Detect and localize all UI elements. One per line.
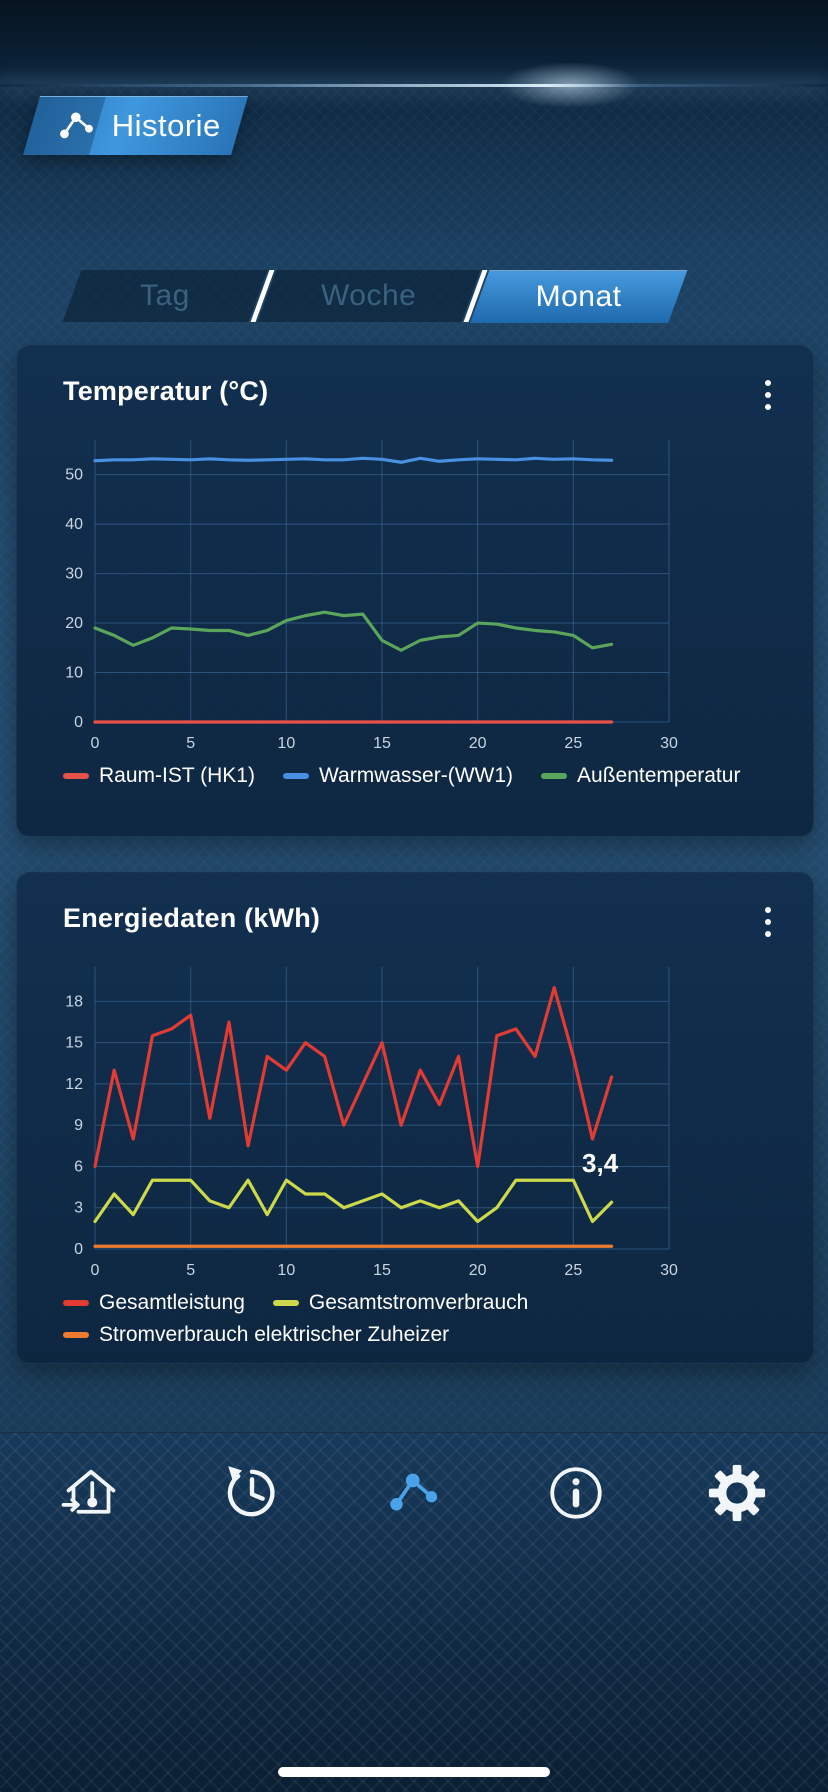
tab-woche[interactable]: Woche [257,270,481,322]
svg-text:5: 5 [186,735,195,752]
svg-text:5: 5 [186,1262,195,1279]
gear-icon [707,1463,767,1523]
legend-swatch [63,773,89,779]
legend-swatch [63,1332,89,1338]
svg-text:12: 12 [65,1076,83,1093]
history-chart-icon [56,105,98,147]
svg-text:15: 15 [373,1262,391,1279]
temperature-chart[interactable]: 0 5 10 15 20 25 30 0 10 20 30 40 50 [33,426,797,760]
legend-swatch [63,1300,89,1306]
legend-item: Stromverbrauch elektrischer Zuheizer [63,1323,449,1347]
bottom-nav [0,1432,828,1792]
svg-text:3: 3 [74,1200,83,1217]
header-banner: Historie [23,96,249,155]
legend-item: Warmwasser-(WW1) [282,764,514,788]
svg-text:0: 0 [74,714,83,731]
nav-settings-button[interactable] [699,1455,775,1531]
svg-text:25: 25 [564,735,582,752]
legend-label: Gesamtleistung [99,1291,245,1314]
energy-chart[interactable]: 0 5 10 15 20 25 30 0 3 6 9 12 15 18 3,4 [33,953,797,1287]
nav-history-button[interactable] [214,1455,290,1531]
period-tabs: Tag Woche Monat [62,270,688,323]
tab-monat-label: Monat [535,280,622,313]
temperature-card-title: Temperatur (°C) [63,376,269,406]
svg-text:15: 15 [65,1035,83,1052]
temperature-card: Temperatur (°C) 0 5 10 15 20 25 30 0 10 20 30 40 50 … [16,345,814,837]
status-bar [0,0,828,86]
temperature-legend: Raum-IST (HK1) Warmwasser-(WW1) Außentempe… [63,764,783,788]
energy-legend: Gesamtleistung Gesamtstromverbrauch Stromv… [63,1291,783,1347]
legend-label: Raum-IST (HK1) [99,764,255,787]
history-chart-icon [384,1463,444,1523]
svg-text:30: 30 [660,1262,678,1279]
legend-item: Gesamtleistung [63,1291,245,1315]
tab-tag[interactable]: Tag [62,270,268,322]
legend-label: Gesamtstromverbrauch [308,1291,529,1314]
energy-card: Energiedaten (kWh) 0 5 10 15 20 25 30 0 3 6 9 12 15 1… [16,872,814,1364]
svg-text:10: 10 [277,735,295,752]
svg-text:6: 6 [74,1158,83,1175]
svg-text:50: 50 [65,467,83,484]
flare-highlight [0,84,828,87]
svg-text:10: 10 [65,665,83,682]
legend-item: Gesamtstromverbrauch [272,1291,529,1315]
legend-label: Außentemperatur [577,764,741,787]
home-indicator[interactable] [278,1767,550,1777]
svg-text:25: 25 [564,1262,582,1279]
legend-label: Stromverbrauch elektrischer Zuheizer [99,1323,450,1346]
svg-text:30: 30 [65,566,83,583]
svg-text:20: 20 [469,1262,487,1279]
tab-monat[interactable]: Monat [470,270,688,323]
svg-text:20: 20 [469,735,487,752]
page-title: Historie [111,108,221,143]
legend-swatch [272,1300,299,1306]
clock-history-icon [222,1463,282,1523]
svg-text:18: 18 [65,993,83,1010]
svg-text:3,4: 3,4 [582,1148,619,1178]
svg-text:0: 0 [74,1241,83,1258]
svg-text:9: 9 [74,1117,83,1134]
legend-swatch [541,773,568,779]
svg-text:0: 0 [91,1262,100,1279]
tab-tag-label: Tag [140,279,190,312]
svg-text:10: 10 [277,1262,295,1279]
more-options-button[interactable] [757,376,779,414]
legend-item: Außentemperatur [541,764,740,788]
svg-text:40: 40 [65,516,83,533]
svg-text:0: 0 [91,735,100,752]
legend-swatch [282,773,309,779]
svg-text:30: 30 [660,735,678,752]
svg-text:15: 15 [373,735,391,752]
nav-info-button[interactable] [538,1455,614,1531]
more-options-button[interactable] [757,903,779,941]
nav-indoor-climate-button[interactable] [53,1455,129,1531]
energy-card-title: Energiedaten (kWh) [63,903,321,933]
legend-item: Raum-IST (HK1) [63,764,255,788]
svg-text:20: 20 [65,615,83,632]
info-icon [546,1463,606,1523]
legend-label: Warmwasser-(WW1) [318,764,514,787]
tab-woche-label: Woche [321,279,417,312]
home-thermometer-icon [61,1463,121,1523]
nav-statistics-button[interactable] [376,1455,452,1531]
